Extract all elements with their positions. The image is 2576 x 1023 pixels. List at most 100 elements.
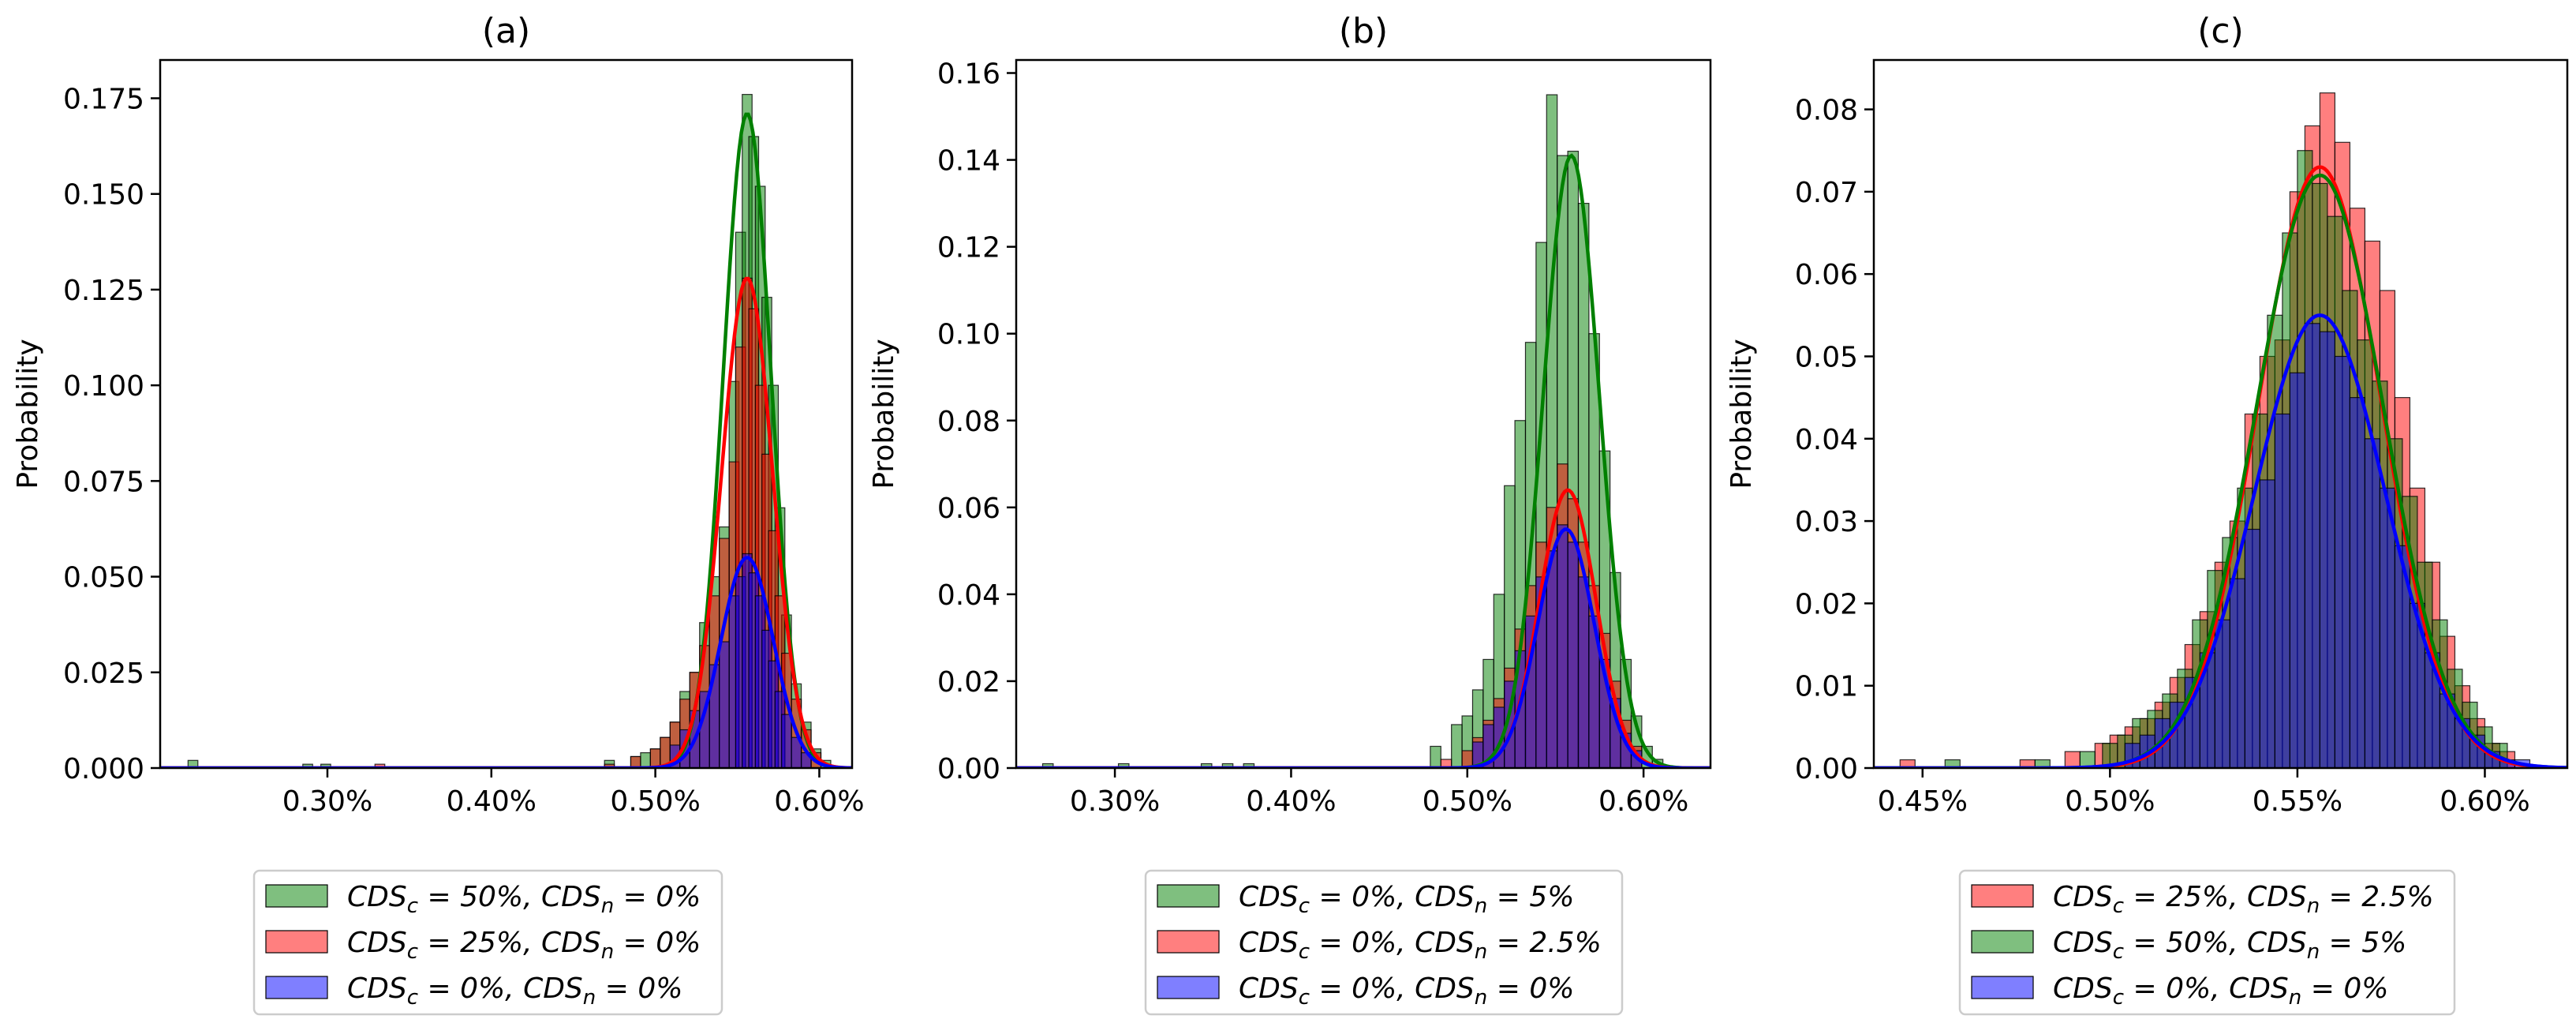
chart-title: (c) [2197,11,2244,51]
y-axis-label: Probability [1725,339,1758,489]
y-tick-label: 0.00 [1795,753,1858,785]
legend-entry: CDSc = 0%, CDSn = 5% [1239,881,1574,918]
y-tick-label: 0.07 [1795,177,1858,209]
x-tick-label: 0.30% [1070,785,1160,818]
legend-swatch [265,884,328,908]
x-tick-label: 0.60% [2440,785,2529,818]
legend: CDSc = 50%, CDSn = 0% CDSc = 25%, CDSn = … [252,869,723,1016]
legend-entry: CDSc = 0%, CDSn = 0% [347,972,682,1010]
series-bars [669,553,812,768]
histogram-bar [2064,751,2081,768]
x-tick-label: 0.45% [1878,785,1968,818]
y-tick-label: 0.03 [1795,506,1858,538]
histogram-bar [2349,397,2366,768]
legend-swatch [1157,884,1220,908]
x-tick-label: 0.60% [774,785,864,818]
histogram-bar [640,752,651,768]
y-tick-label: 0.08 [1795,95,1858,127]
x-tick-label: 0.50% [2065,785,2155,818]
histogram-bar [719,641,730,768]
y-tick-label: 0.000 [63,753,144,785]
chart-title: (b) [1339,11,1388,51]
y-tick-label: 0.14 [937,145,1000,178]
y-tick-label: 0.175 [63,83,144,115]
histogram-bar [2214,619,2230,768]
y-tick-label: 0.06 [1795,259,1858,291]
y-tick-label: 0.125 [63,275,144,307]
legend-frame [252,869,723,1016]
legend-frame [1958,869,2456,1016]
histogram-bar [604,763,615,768]
y-tick-label: 0.04 [1795,424,1858,456]
legend-entry: CDSc = 50%, CDSn = 5% [2053,927,2406,964]
legend-swatch [1971,976,2034,999]
y-tick-label: 0.12 [937,232,1000,264]
legend-entry: CDSc = 25%, CDSn = 2.5% [2053,881,2434,918]
histogram-bar [1451,724,1463,768]
histogram-bar [1041,763,1054,768]
y-tick-label: 0.100 [63,370,144,403]
histogram-bar [2304,323,2321,768]
plot-area [1016,94,1710,768]
y-tick-label: 0.02 [1795,588,1858,620]
y-tick-label: 0.08 [937,406,1000,438]
x-tick-label: 0.40% [447,785,537,818]
y-axis-label: Probability [868,339,900,489]
histogram-bar [374,763,386,768]
kde-curve-line [1874,313,2567,768]
histogram-bar [2229,578,2245,768]
histogram-bar [320,763,331,768]
histogram-bar [781,714,792,768]
histogram-bar [1567,541,1580,768]
histogram-bar [2289,372,2306,768]
y-tick-label: 0.10 [937,319,1000,351]
chart-panel-c: (c) Probability 0.45% 0.50% 0.55% 0.60% 0.00 0.… [1725,11,2569,1016]
plot-area [1874,92,2567,768]
legend-swatch [265,976,328,999]
histogram-bar [1430,745,1441,768]
histogram-bar [1546,550,1558,768]
legend-swatch [1157,976,1220,999]
kde-curve-line [1874,173,2567,768]
kde-curve-line [160,276,852,768]
y-tick-label: 0.150 [63,179,144,212]
legend-entry: CDSc = 0%, CDSn = 0% [1239,972,1574,1010]
plot-area [160,94,852,768]
histogram-bar [2364,438,2381,768]
legend-entry: CDSc = 50%, CDSn = 0% [347,881,701,918]
legend: CDSc = 0%, CDSn = 5% CDSc = 0%, CDSn = 2.… [1144,869,1624,1016]
y-tick-label: 0.16 [937,58,1000,91]
legend-swatch [1157,930,1220,954]
chart-title: (a) [482,11,530,51]
kde-curve-line [1016,527,1710,768]
legend-swatch [1971,884,2034,908]
y-tick-label: 0.00 [937,753,1000,785]
axes-frame [1872,58,2569,770]
chart-panel-a: (a) Probability 0.30% 0.40% 0.50% 0.60% 0.000 0… [12,11,865,1016]
legend-frame [1144,869,1624,1016]
x-tick-label: 0.30% [282,785,372,818]
histogram-bar [1557,524,1568,768]
y-tick-label: 0.05 [1795,341,1858,373]
histogram-bar [2334,355,2351,768]
chart-panel-b: (b) Probability 0.30% 0.40% 0.50% 0.60% 0.00 0.… [868,11,1712,1016]
legend-entry: CDSc = 25%, CDSn = 0% [347,927,701,964]
histogram-bar [2319,331,2336,768]
x-tick-label: 0.50% [610,785,700,818]
histogram-bar [2244,528,2260,768]
legend-entry: CDSc = 0%, CDSn = 0% [2053,972,2388,1010]
histogram-bar [1117,763,1130,768]
x-tick-label: 0.55% [2253,785,2342,818]
y-tick-label: 0.04 [937,579,1000,612]
histogram-bar [1200,763,1213,768]
histogram-bar [1221,763,1234,768]
kde-curve-line [1016,488,1710,768]
legend: CDSc = 25%, CDSn = 2.5% CDSc = 50%, CDSn … [1958,869,2456,1016]
histogram-bar [2259,479,2275,768]
kde-curve-line [160,112,852,768]
x-tick-label: 0.50% [1423,785,1512,818]
x-tick-label: 0.40% [1246,785,1336,818]
histogram-bar [302,763,313,768]
y-axis-label: Probability [12,339,44,489]
